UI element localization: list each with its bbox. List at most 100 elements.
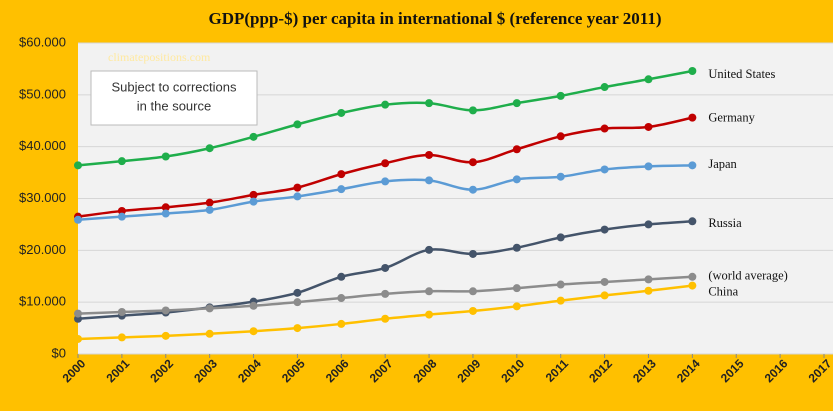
- data-point: [512, 145, 521, 154]
- data-point: [293, 298, 302, 307]
- data-point: [644, 275, 653, 284]
- data-point: [556, 296, 565, 305]
- data-point: [600, 291, 609, 300]
- data-point: [688, 272, 697, 281]
- data-point: [293, 288, 302, 297]
- data-point: [556, 280, 565, 289]
- data-point: [293, 183, 302, 192]
- watermark: climatepositions.com: [108, 50, 211, 64]
- data-point: [117, 333, 126, 342]
- data-point: [381, 100, 390, 109]
- note-box: [90, 70, 258, 126]
- data-point: [381, 177, 390, 186]
- data-point: [249, 327, 258, 336]
- data-point: [381, 263, 390, 272]
- data-point: [249, 190, 258, 199]
- data-point: [556, 233, 565, 242]
- data-point: [161, 203, 170, 212]
- data-point: [205, 144, 214, 153]
- data-point: [468, 287, 477, 296]
- data-point: [468, 306, 477, 315]
- data-point: [117, 212, 126, 221]
- series-label: China: [708, 284, 738, 298]
- data-point: [512, 99, 521, 108]
- data-point: [644, 162, 653, 171]
- y-tick-label: $50.000: [19, 86, 66, 101]
- data-point: [425, 310, 434, 319]
- chart-title: GDP(ppp-$) per capita in international $…: [209, 9, 662, 28]
- data-point: [600, 277, 609, 286]
- y-tick-label: $30.000: [19, 190, 66, 205]
- data-point: [161, 331, 170, 340]
- data-point: [512, 175, 521, 184]
- y-tick-label: $20.000: [19, 242, 66, 257]
- data-point: [381, 314, 390, 323]
- data-point: [74, 309, 82, 318]
- series-label: Russia: [708, 216, 742, 230]
- data-point: [337, 170, 346, 179]
- data-point: [512, 302, 521, 311]
- y-tick-label: $10.000: [19, 294, 66, 309]
- y-tick-label: $40.000: [19, 138, 66, 153]
- data-point: [468, 106, 477, 115]
- data-point: [688, 113, 697, 122]
- data-point: [600, 124, 609, 133]
- data-point: [468, 185, 477, 194]
- series-label: Japan: [708, 157, 737, 171]
- data-point: [644, 75, 653, 84]
- data-point: [337, 294, 346, 303]
- data-point: [205, 329, 214, 338]
- data-point: [468, 249, 477, 258]
- y-tick-label: $0: [52, 345, 66, 360]
- data-point: [512, 284, 521, 293]
- data-point: [249, 132, 258, 141]
- data-point: [600, 165, 609, 174]
- data-point: [205, 304, 214, 313]
- data-point: [644, 122, 653, 131]
- lines: [74, 66, 697, 343]
- data-point: [381, 289, 390, 298]
- data-point: [556, 91, 565, 100]
- data-point: [293, 192, 302, 201]
- data-point: [117, 308, 126, 317]
- data-point: [556, 132, 565, 141]
- data-point: [688, 66, 697, 75]
- data-point: [117, 157, 126, 166]
- series-label: United States: [708, 67, 775, 81]
- data-point: [512, 243, 521, 252]
- series-label: (world average): [708, 269, 787, 283]
- data-point: [74, 161, 82, 170]
- data-point: [337, 108, 346, 117]
- data-point: [205, 205, 214, 214]
- data-point: [293, 324, 302, 333]
- data-point: [161, 209, 170, 218]
- data-point: [337, 272, 346, 281]
- data-point: [688, 217, 697, 226]
- data-point: [425, 287, 434, 296]
- data-point: [468, 158, 477, 167]
- data-point: [117, 206, 126, 215]
- data-point: [74, 334, 82, 343]
- data-point: [425, 150, 434, 159]
- data-point: [337, 319, 346, 328]
- data-point: [381, 159, 390, 168]
- data-point: [293, 120, 302, 129]
- data-point: [644, 220, 653, 229]
- data-point: [425, 99, 434, 108]
- y-tick-label: $60.000: [19, 34, 66, 49]
- data-point: [74, 215, 82, 224]
- data-point: [688, 281, 697, 290]
- data-point: [425, 176, 434, 185]
- data-point: [600, 83, 609, 92]
- data-point: [161, 152, 170, 161]
- data-point: [556, 172, 565, 181]
- data-point: [644, 286, 653, 295]
- data-point: [205, 198, 214, 207]
- data-point: [161, 306, 170, 315]
- series-label: Germany: [708, 111, 755, 125]
- note: Subject to corrections: [111, 79, 237, 94]
- data-point: [249, 301, 258, 310]
- data-point: [600, 225, 609, 234]
- data-point: [337, 185, 346, 194]
